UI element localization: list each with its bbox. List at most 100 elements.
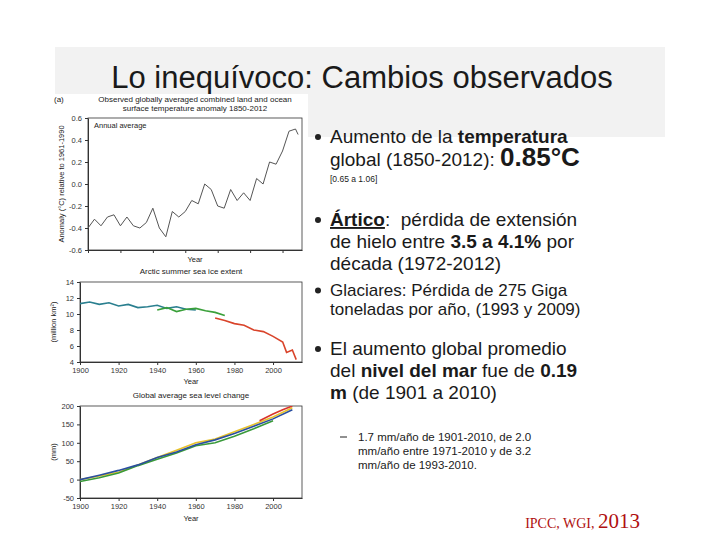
y-tick: 0.2 xyxy=(72,158,88,167)
y-tick: -0.4 xyxy=(69,224,88,233)
x-axis xyxy=(89,250,303,253)
x-tick-label: 1980 xyxy=(227,366,244,375)
y-tick-label: 12 xyxy=(66,294,74,303)
x-tick-label: 1940 xyxy=(149,366,166,375)
text-run: m xyxy=(330,382,347,403)
text-run: Ártico xyxy=(330,209,385,230)
x-tick: 1960 xyxy=(188,362,205,375)
y-axis-title: (million km²) xyxy=(49,301,58,342)
y-tick-label: 6 xyxy=(70,342,74,351)
y-tick-mark xyxy=(77,346,80,347)
series-line xyxy=(215,318,296,360)
x-tick: 1920 xyxy=(111,498,128,511)
x-tick-label: 1920 xyxy=(111,502,128,511)
bullet-list: Aumento de la temperaturaglobal (1850-20… xyxy=(315,126,580,471)
sub-bullet-dash xyxy=(340,437,347,438)
chart-title: surface temperature anomaly 1850-2012 xyxy=(123,104,268,113)
text-run: [0.65 a 1.06] xyxy=(330,174,377,184)
bullet-line: m (de 1901 a 2010) xyxy=(330,382,497,403)
x-tick xyxy=(218,250,219,253)
panel-label: (a) xyxy=(54,95,64,104)
y-tick: 4 xyxy=(70,358,80,367)
x-tick-mark xyxy=(196,498,197,501)
y-tick-mark xyxy=(85,118,88,119)
series-line xyxy=(80,302,196,310)
x-tick-label: 1920 xyxy=(111,366,128,375)
y-tick-label: 100 xyxy=(61,439,74,448)
y-tick-mark xyxy=(77,362,80,363)
y-tick: -0.2 xyxy=(69,202,88,211)
y-tick-label: 14 xyxy=(66,278,74,287)
source-run: IPCC, WGI, xyxy=(525,516,598,531)
y-tick: 10 xyxy=(66,310,80,319)
y-tick: 0.0 xyxy=(72,180,88,189)
y-axis-line xyxy=(88,119,89,251)
x-tick-mark xyxy=(119,498,120,501)
x-tick: 1940 xyxy=(149,362,166,375)
x-tick xyxy=(120,250,121,253)
y-tick-mark xyxy=(77,298,80,299)
x-tick: 1900 xyxy=(72,362,89,375)
text-run: de hielo entre xyxy=(330,231,450,252)
bullet-line: del nivel del mar fue de 0.19 xyxy=(330,360,577,381)
y-tick: 0.4 xyxy=(72,136,88,145)
bullet-line: [0.65 a 1.06] xyxy=(330,174,377,184)
x-tick-label: 1980 xyxy=(227,502,244,511)
y-tick: 0.6 xyxy=(72,114,88,123)
y-tick-mark xyxy=(85,250,88,251)
y-tick: 0 xyxy=(70,476,80,485)
x-tick: 1900 xyxy=(72,498,89,511)
x-tick-mark xyxy=(157,362,158,365)
y-tick-mark xyxy=(77,498,80,499)
y-tick-mark xyxy=(77,282,80,283)
x-tick: 1940 xyxy=(149,498,166,511)
x-tick-label: 1960 xyxy=(188,502,205,511)
series-line xyxy=(80,408,292,480)
text-run: (de 1901 a 2010) xyxy=(347,382,497,403)
y-tick-mark xyxy=(85,140,88,141)
y-axis-title: Anomaly (°C) relative to 1961-1990 xyxy=(57,125,66,242)
bullet-line: Ártico: pérdida de extensión xyxy=(330,209,577,230)
x-tick: 1920 xyxy=(111,362,128,375)
x-tick-label: 1960 xyxy=(188,366,205,375)
y-tick: 100 xyxy=(61,439,80,448)
x-tick-label: 1940 xyxy=(149,502,166,511)
x-axis-title: Year xyxy=(187,255,203,264)
x-axis-line xyxy=(81,362,303,363)
text-run: Glaciares: Pérdida de 275 Giga xyxy=(330,281,568,300)
plot-frame xyxy=(80,282,302,362)
x-tick-label: 2000 xyxy=(265,502,282,511)
chart: 190019201940196019802000468101214Arctic … xyxy=(49,267,303,386)
y-tick-mark xyxy=(77,330,80,331)
chart: -0.6-0.4-0.20.00.20.40.6Observed globall… xyxy=(54,95,303,264)
sub-bullet-line: mm/año de 1993-2010. xyxy=(358,459,477,471)
series-line xyxy=(88,129,298,237)
x-tick-mark xyxy=(185,250,186,253)
plot-frame xyxy=(88,118,302,250)
y-tick: 12 xyxy=(66,294,80,303)
x-tick-mark xyxy=(157,498,158,501)
y-tick-label: 0 xyxy=(70,476,74,485)
y-tick-label: 4 xyxy=(70,358,74,367)
source: IPCC, WGI, 2013 xyxy=(525,509,640,533)
y-tick: -50 xyxy=(63,494,80,503)
x-axis-line xyxy=(81,498,303,499)
y-tick-label: 0.4 xyxy=(72,136,82,145)
x-tick xyxy=(250,250,251,253)
sub-bullet-line: mm/año entre 1971-2010 y de 3.2 xyxy=(358,445,531,457)
text-run: 3.5 a 4.1% xyxy=(450,231,541,252)
x-tick-mark xyxy=(283,250,284,253)
y-tick: 8 xyxy=(70,326,80,335)
bullet-line: El aumento global promedio xyxy=(330,338,567,359)
text-run: década (1972-2012) xyxy=(330,253,501,274)
x-tick-label: 1900 xyxy=(72,502,89,511)
y-axis: -50050100150200 xyxy=(61,402,80,503)
text-run: por xyxy=(541,231,574,252)
chart: 190019201940196019802000-50050100150200G… xyxy=(49,391,303,523)
annotation: Annual average xyxy=(94,121,147,130)
y-tick-label: 50 xyxy=(66,457,74,466)
x-tick-mark xyxy=(120,250,121,253)
y-tick-mark xyxy=(77,406,80,407)
bullet-line: década (1972-2012) xyxy=(330,253,501,274)
text-run: fue de xyxy=(477,360,540,381)
